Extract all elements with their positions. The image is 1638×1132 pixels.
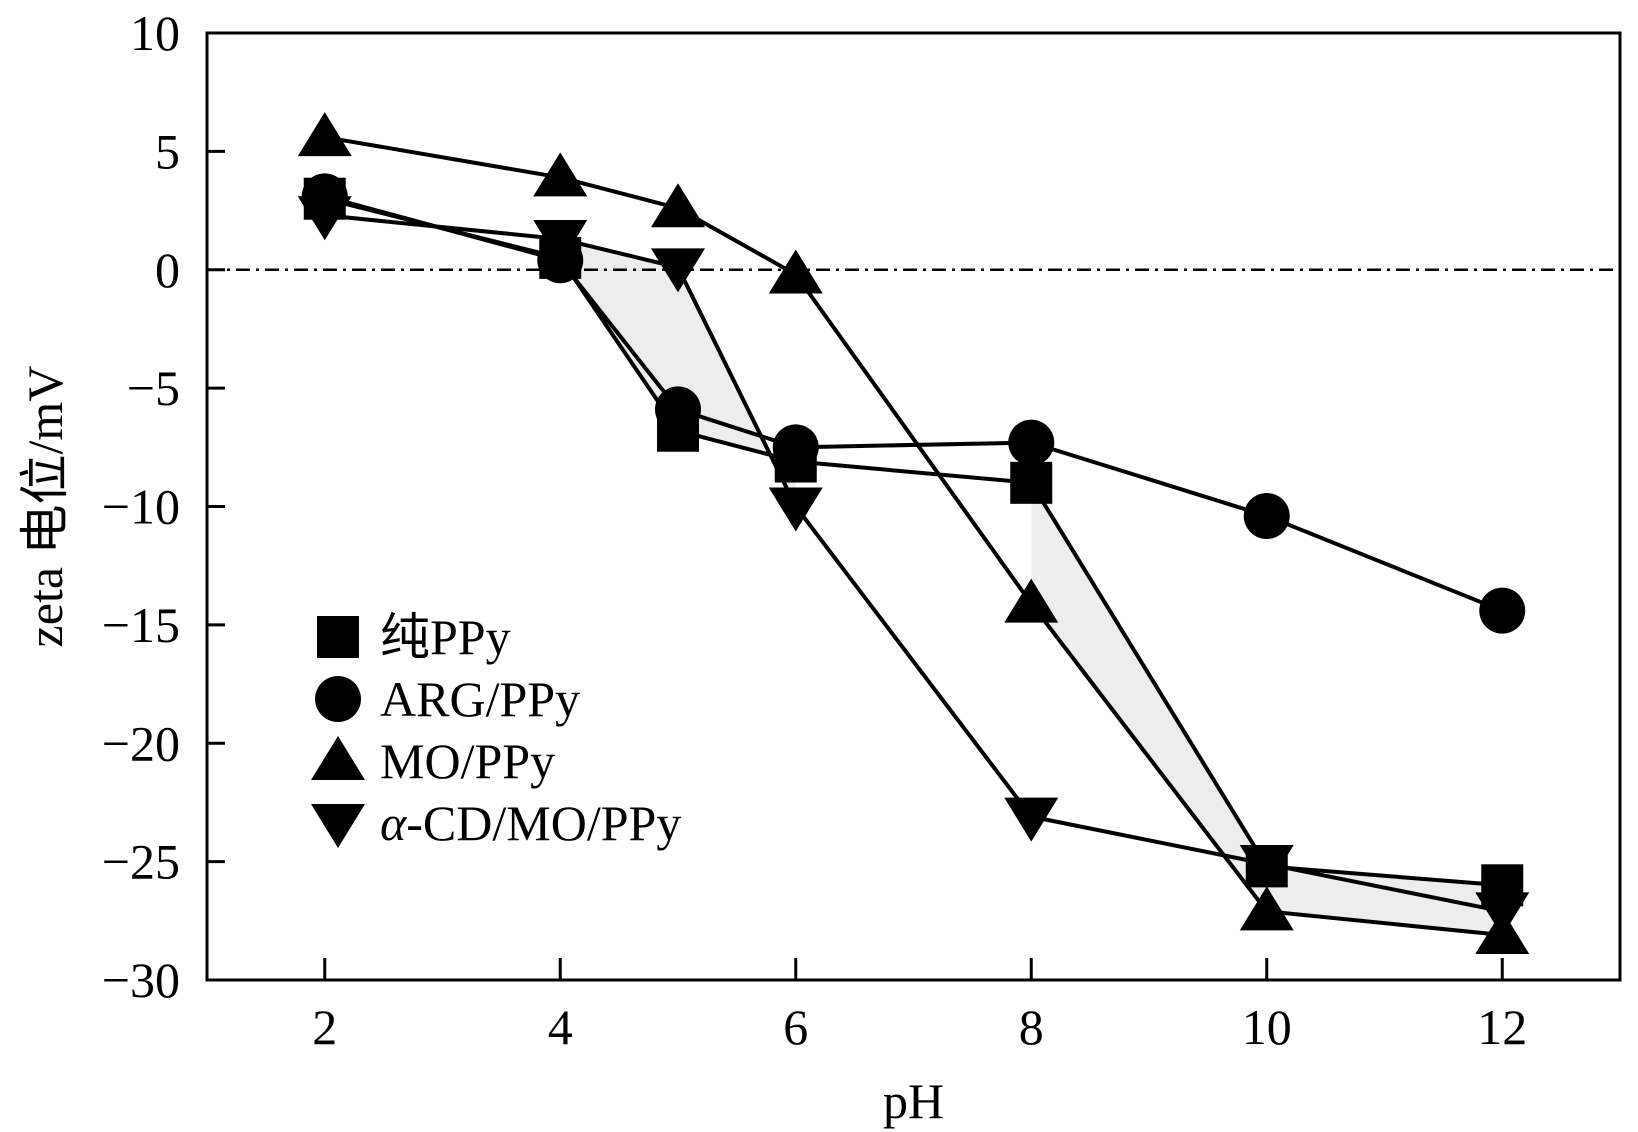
legend-item: MO/PPy bbox=[311, 733, 555, 789]
legend-item: α-CD/MO/PPy bbox=[311, 795, 681, 851]
triangle-up-marker bbox=[1239, 886, 1294, 931]
square-marker bbox=[1010, 461, 1053, 504]
x-tick-label: 8 bbox=[1019, 999, 1044, 1055]
legend-label: α-CD/MO/PPy bbox=[380, 795, 681, 851]
shaded-band bbox=[560, 238, 796, 507]
legend-item: 纯PPy bbox=[317, 609, 511, 665]
triangle-down-marker bbox=[297, 196, 352, 241]
circle-marker bbox=[772, 424, 819, 471]
shaded-band bbox=[1031, 482, 1503, 936]
legend-item: ARG/PPy bbox=[315, 671, 580, 727]
y-tick-label: −20 bbox=[102, 715, 180, 771]
y-tick-label: −10 bbox=[102, 479, 180, 535]
legend-label: MO/PPy bbox=[380, 733, 555, 789]
legend: 纯PPy ARG/PPy MO/PPy α-CD/MO/PPy bbox=[311, 609, 681, 851]
y-tick-label: −5 bbox=[127, 360, 180, 416]
circle-marker bbox=[1243, 492, 1290, 539]
y-tick-label: −30 bbox=[102, 952, 180, 1008]
square-marker bbox=[317, 616, 359, 658]
y-tick-label: −25 bbox=[102, 834, 180, 890]
legend-label: 纯PPy bbox=[380, 609, 511, 665]
circle-marker bbox=[315, 676, 361, 722]
triangle-down-marker bbox=[1475, 892, 1530, 937]
triangle-down-marker bbox=[311, 804, 365, 848]
x-tick-label: 10 bbox=[1242, 999, 1292, 1055]
x-axis: 2 4 6 8 10 12 bbox=[312, 958, 1527, 1055]
y-tick-label: −15 bbox=[102, 597, 180, 653]
triangle-up-marker bbox=[311, 736, 365, 780]
y-tick-label: 0 bbox=[155, 242, 180, 298]
triangle-down-marker bbox=[651, 248, 705, 293]
x-tick-label: 12 bbox=[1477, 999, 1527, 1055]
y-tick-label: 5 bbox=[155, 123, 180, 179]
series-group bbox=[297, 112, 1530, 955]
circle-marker bbox=[1479, 587, 1526, 634]
triangle-down-marker bbox=[768, 487, 823, 532]
triangle-up-marker bbox=[651, 183, 705, 228]
series-3 bbox=[297, 196, 1530, 937]
y-axis-title: zeta 电位/mV bbox=[17, 366, 73, 648]
triangle-up-marker bbox=[297, 112, 352, 157]
x-tick-label: 4 bbox=[548, 999, 573, 1055]
circle-marker bbox=[655, 386, 701, 433]
circle-marker bbox=[1008, 419, 1055, 466]
x-tick-label: 6 bbox=[783, 999, 808, 1055]
triangle-up-marker bbox=[533, 152, 588, 197]
x-axis-title: pH bbox=[883, 1073, 944, 1129]
x-tick-label: 2 bbox=[312, 999, 337, 1055]
triangle-down-marker bbox=[1004, 797, 1059, 842]
y-tick-label: 10 bbox=[130, 5, 180, 61]
triangle-up-marker bbox=[768, 249, 823, 294]
y-axis: −30 −25 −20 −15 −10 −5 0 5 10 bbox=[102, 5, 225, 1008]
series-2 bbox=[297, 112, 1530, 955]
triangle-down-marker bbox=[1239, 844, 1294, 889]
legend-label: ARG/PPy bbox=[380, 671, 580, 727]
shaded-region bbox=[560, 238, 1503, 936]
triangle-down-marker bbox=[533, 219, 588, 264]
triangle-up-marker bbox=[1004, 578, 1059, 623]
